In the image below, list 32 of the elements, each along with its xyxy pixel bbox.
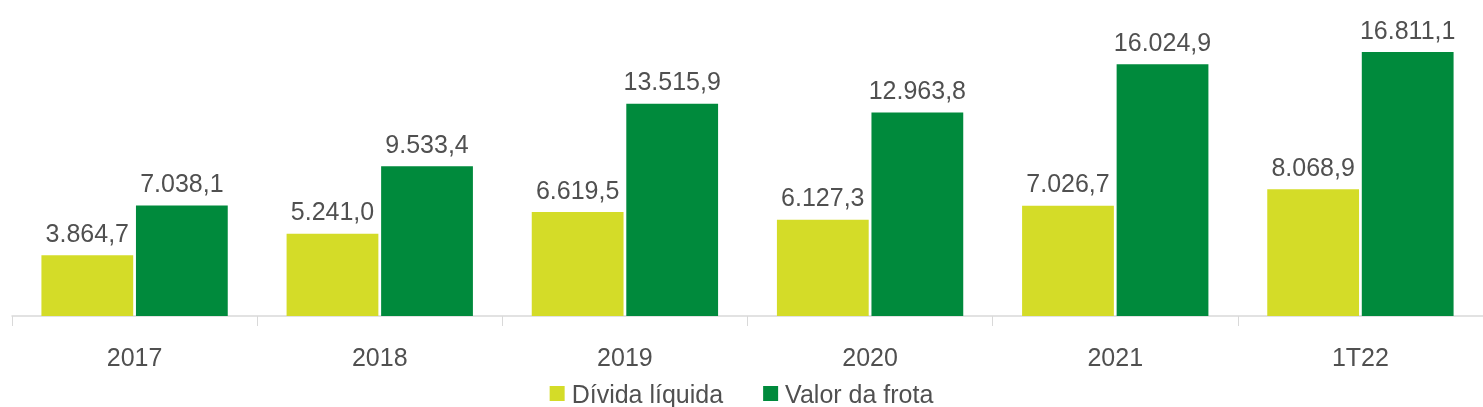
bar [776,219,869,316]
bar [135,205,228,316]
x-tick-label: 2020 [842,342,898,371]
x-tick-label: 1T22 [1331,342,1389,371]
data-label: 7.038,1 [140,168,224,197]
bar [1022,205,1114,316]
bar [1361,52,1454,316]
x-tick-label: 2019 [597,342,653,371]
bar [871,112,964,316]
bar [41,255,134,316]
data-label: 8.068,9 [1271,152,1355,181]
data-label: 13.515,9 [623,67,721,96]
data-label: 16.024,9 [1113,27,1212,56]
bar [286,233,379,316]
bar [1116,64,1209,316]
x-tick-label: 2021 [1087,342,1144,371]
data-label: 16.811,1 [1359,15,1456,44]
data-label: 6.127,3 [781,183,865,212]
x-tick-label: 2017 [106,342,163,371]
bar [1267,189,1360,316]
data-label: 7.026,7 [1026,169,1110,198]
data-label: 9.533,4 [385,129,469,158]
bar [381,166,473,316]
legend-label: Valor da frota [785,379,934,407]
data-label: 3.864,7 [45,218,130,247]
legend-label: Dívida líquida [571,379,724,407]
data-label: 6.619,5 [535,175,620,204]
data-label: 5.241,0 [290,197,375,226]
data-label: 12.963,8 [868,75,967,104]
bar [626,103,719,316]
bar [531,212,624,316]
x-tick-label: 2018 [351,342,408,371]
